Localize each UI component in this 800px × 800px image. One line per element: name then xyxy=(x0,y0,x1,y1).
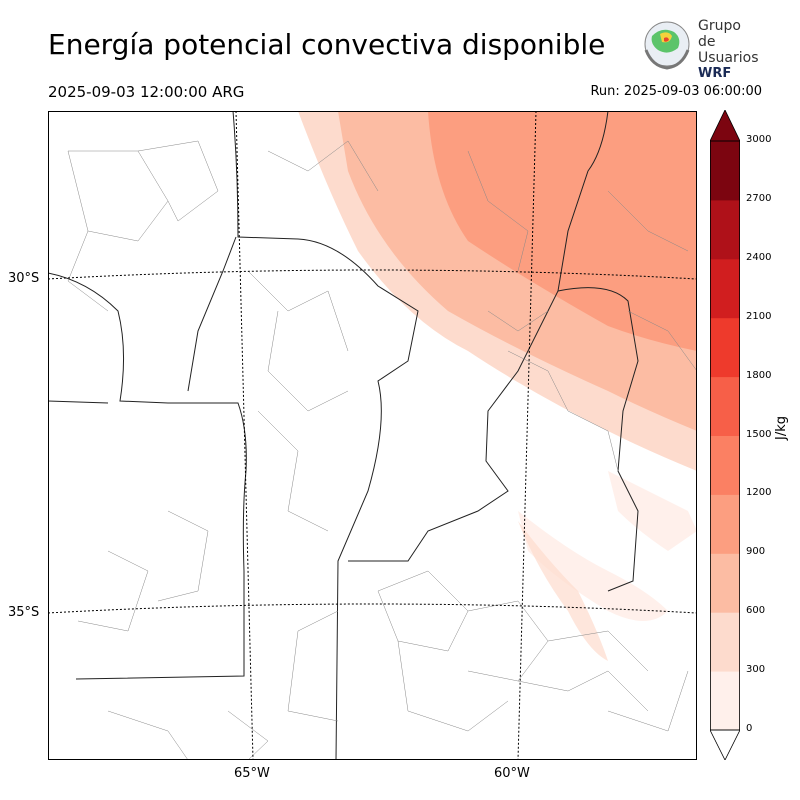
logo-wrf: WRF xyxy=(698,66,732,81)
colorbar-tick-label: 2100 xyxy=(746,310,772,322)
map-title: Energía potencial convectiva disponible xyxy=(48,28,606,61)
colorbar-tick-label: 0 xyxy=(746,723,753,734)
valid-time: 2025-09-03 12:00:00 ARG xyxy=(48,83,245,101)
graticule xyxy=(48,111,697,760)
cape-patch-scattered xyxy=(518,511,668,621)
globe-logo-icon xyxy=(644,21,690,70)
colorbar-tick-label: 1500 xyxy=(746,428,772,440)
logo-line-1: Grupo de xyxy=(698,18,741,50)
province-borders xyxy=(48,111,639,760)
colorbar-tick-label: 3000 xyxy=(746,134,772,145)
lon-label-65w: 65°W xyxy=(234,766,270,781)
group-logo: Grupo de Usuarios WRF xyxy=(638,16,759,81)
colorbar-segment xyxy=(710,671,740,731)
colorbar-tick-label: 1800 xyxy=(746,369,772,381)
colorbar-tick-label: 300 xyxy=(746,664,766,676)
colorbar-unit: J/kg xyxy=(774,416,789,440)
logo-line-2: Usuarios xyxy=(698,50,759,66)
cape-map xyxy=(48,111,697,760)
colorbar-segment xyxy=(710,141,740,201)
colorbar-extend-top xyxy=(710,110,740,142)
cape-patch-east xyxy=(608,471,697,551)
run-time: Run: 2025-09-03 06:00:00 xyxy=(590,84,762,99)
colorbar-tick-label: 600 xyxy=(746,605,766,617)
cape-band-600-900 xyxy=(428,111,697,351)
lat-label-35s: 35°S xyxy=(8,605,40,620)
lat-label-30s: 30°S xyxy=(8,271,40,286)
colorbar-segment xyxy=(710,199,740,260)
colorbar-segment xyxy=(710,258,740,319)
colorbar-extend-bottom xyxy=(710,729,740,760)
colorbar-segment xyxy=(710,553,740,613)
colorbar-segment xyxy=(710,317,740,378)
colorbar-segment xyxy=(710,435,740,495)
colorbar xyxy=(710,110,740,760)
colorbar-segment xyxy=(710,612,740,672)
lon-label-60w: 60°W xyxy=(494,766,530,781)
colorbar-segment xyxy=(710,376,740,436)
colorbar-tick-label: 900 xyxy=(746,546,766,558)
colorbar-tick-label: 1200 xyxy=(746,487,772,499)
map-panel xyxy=(48,111,697,760)
cape-patch-south xyxy=(518,521,608,661)
colorbar-tick-label: 2700 xyxy=(746,192,772,204)
colorbar-segment xyxy=(710,494,740,554)
department-borders xyxy=(67,140,697,760)
colorbar-tick-label: 2400 xyxy=(746,251,772,263)
